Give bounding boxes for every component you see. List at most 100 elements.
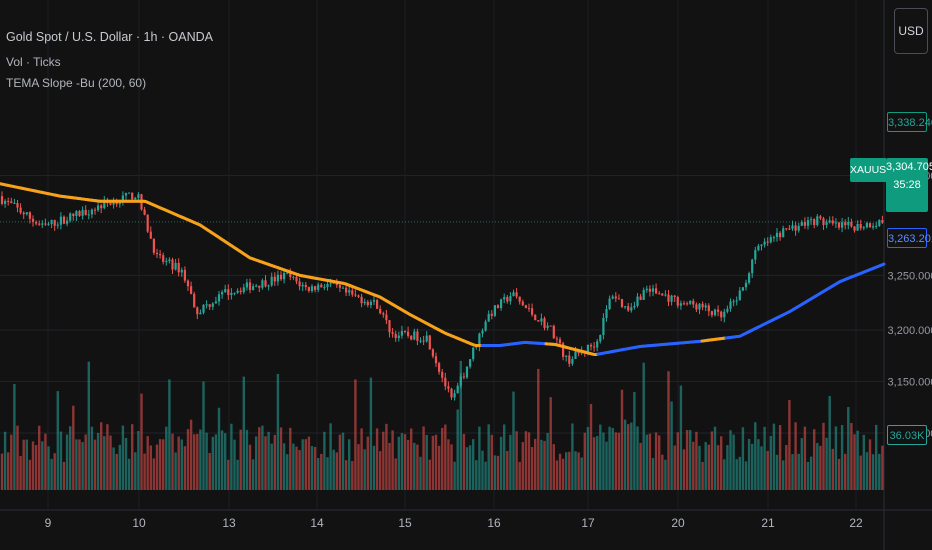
volume-bar <box>301 439 304 490</box>
candle-body <box>741 287 744 291</box>
candle-body <box>534 314 537 321</box>
volume-bar <box>304 439 307 490</box>
candle-body <box>341 287 345 289</box>
volume-bar <box>410 428 413 490</box>
candle-body <box>217 294 221 302</box>
candle-body <box>121 195 124 201</box>
candle-body <box>664 294 667 296</box>
volume-bar <box>186 429 190 490</box>
volume-bar <box>856 430 859 490</box>
volume-bar <box>344 460 348 490</box>
volume-bar <box>366 436 369 490</box>
candle-body <box>614 296 617 299</box>
x-axis-tick-label: 16 <box>487 516 501 530</box>
candle-body <box>800 222 803 226</box>
volume-bar <box>472 439 475 490</box>
candle-body <box>540 318 543 322</box>
candle-body <box>162 255 165 262</box>
x-axis-tick-label: 14 <box>310 516 324 530</box>
volume-bar <box>245 429 249 490</box>
tema-indicator-label[interactable]: TEMA Slope -Bu (200, 60) <box>6 76 147 90</box>
candle-body <box>205 304 208 306</box>
volume-bar <box>664 459 667 490</box>
candle-body <box>868 223 872 228</box>
volume-bar <box>251 459 255 490</box>
candle-body <box>469 359 472 367</box>
candle-body <box>109 202 112 205</box>
volume-bar <box>53 453 56 490</box>
volume-bar <box>41 441 44 490</box>
volume-bar <box>738 456 741 490</box>
volume-bar <box>239 429 242 490</box>
volume-bar <box>555 460 559 490</box>
candle-body <box>816 216 819 226</box>
candle-body <box>531 308 534 315</box>
candle-body <box>760 244 763 246</box>
volume-bar <box>571 423 574 490</box>
candle-body <box>314 286 317 290</box>
candle-body <box>717 309 720 312</box>
candle-body <box>13 202 16 204</box>
volume-bar <box>149 445 152 490</box>
tema-value-label: 3,263.201 <box>887 228 932 248</box>
volume-bar <box>540 439 543 490</box>
volume-bar <box>707 444 710 490</box>
volume-bar <box>217 407 221 490</box>
volume-bar <box>512 391 515 490</box>
candle-body <box>549 325 552 327</box>
candle-body <box>620 299 624 307</box>
candle-body <box>159 254 162 256</box>
volume-bar <box>134 452 137 490</box>
volume-bar <box>853 434 856 490</box>
candle-body <box>261 280 264 288</box>
volume-bar <box>698 445 701 490</box>
candle-body <box>255 285 258 287</box>
candle-body <box>602 317 605 336</box>
candle-body <box>245 282 248 288</box>
volume-bar <box>617 432 621 490</box>
volume-bar <box>363 449 366 490</box>
currency-button[interactable]: USD <box>894 8 928 54</box>
candle-body <box>388 320 391 333</box>
candle-body <box>500 299 503 309</box>
candle-body <box>571 358 574 364</box>
x-axis-tick-label: 21 <box>761 516 775 530</box>
candle-body <box>348 290 351 293</box>
volume-bar <box>431 435 435 490</box>
candle-body <box>738 290 741 301</box>
candle-body <box>720 311 723 318</box>
volume-bar <box>484 461 487 490</box>
candle-body <box>723 311 726 318</box>
candle-body <box>726 308 729 312</box>
candle-body <box>676 296 679 306</box>
candle-body <box>403 331 407 333</box>
volume-bar <box>310 446 314 490</box>
volume-bar <box>794 422 797 490</box>
volume-bar <box>726 445 729 490</box>
candle-body <box>128 192 131 194</box>
candle-body <box>537 320 540 322</box>
candle-body <box>335 282 338 286</box>
candle-body <box>605 309 608 318</box>
candle-body <box>562 343 565 357</box>
volume-bar <box>307 436 311 490</box>
candle-body <box>751 259 754 274</box>
candle-body <box>363 301 366 304</box>
candle-body <box>453 393 456 398</box>
volume-bar <box>627 424 630 490</box>
volume-bar <box>214 434 218 490</box>
volume-bar <box>202 381 205 490</box>
candle-body <box>661 293 664 296</box>
candle-body <box>555 338 558 340</box>
volume-bar <box>158 439 162 490</box>
volume-bar <box>72 405 75 490</box>
volume-bar <box>803 426 807 490</box>
candle-body <box>732 301 735 303</box>
volume-bar <box>93 439 97 490</box>
volume-bar <box>276 373 280 490</box>
candle-body <box>465 366 469 378</box>
candle-body <box>100 205 103 209</box>
volume-bar <box>481 450 484 490</box>
volume-indicator-label[interactable]: Vol · Ticks <box>6 55 61 69</box>
